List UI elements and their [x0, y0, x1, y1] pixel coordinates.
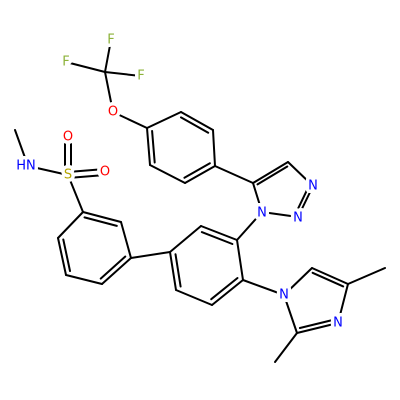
atom-label: O: [108, 105, 118, 120]
atom-label: N: [293, 211, 303, 226]
atom-label: HN: [16, 159, 36, 174]
atom-label: F: [137, 69, 144, 84]
atom-label: O: [63, 130, 73, 145]
atom-label: N: [333, 316, 343, 331]
atom-label: N: [308, 179, 318, 194]
atom-label: F: [62, 55, 69, 70]
atom-label: N: [257, 206, 267, 221]
bonds: [14, 39, 386, 363]
atom-label: O: [100, 165, 110, 180]
atom-labels: F F F O O O HN S N N N N N: [13, 29, 347, 334]
atom-label: F: [107, 33, 114, 48]
atom-label: N: [279, 288, 289, 303]
atom-label: S: [64, 168, 72, 183]
